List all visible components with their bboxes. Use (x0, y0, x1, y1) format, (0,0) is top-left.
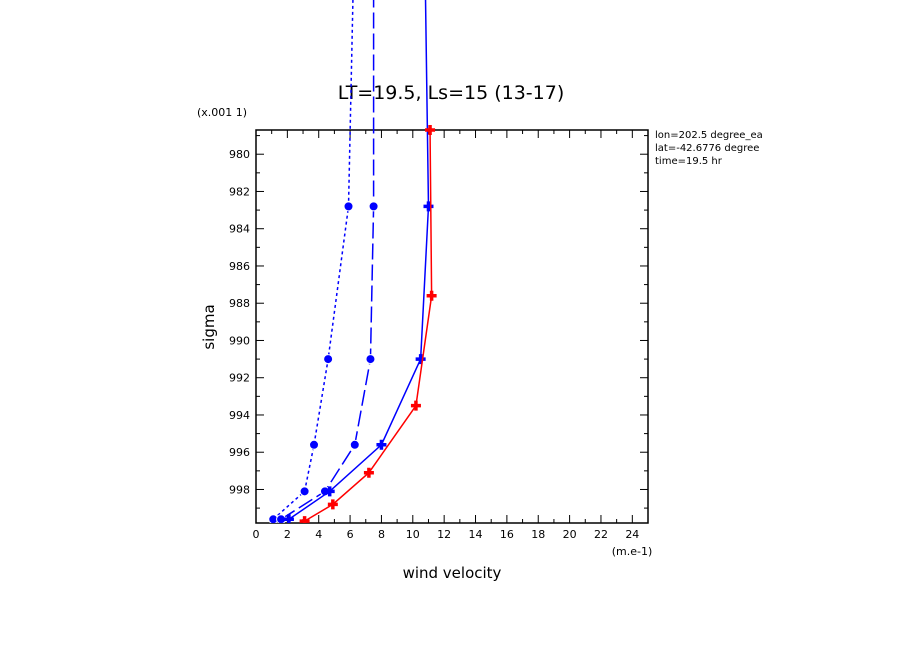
y-tick-label: 998 (229, 483, 250, 496)
x-tick-label: 20 (563, 528, 577, 541)
series-1-point (343, 201, 354, 212)
y-tick-label: 980 (229, 148, 250, 161)
info-box: lon=202.5 degree_ea lat=-42.6776 degree … (655, 130, 763, 167)
x-axis-label: wind velocity (403, 564, 502, 582)
x-tick-label: 4 (315, 528, 322, 541)
x-tick-label: 18 (531, 528, 545, 541)
info-line-time: time=19.5 hr (655, 156, 723, 167)
series-3-point (283, 514, 294, 523)
info-line-lon: lon=202.5 degree_ea (655, 130, 763, 141)
x-tick-label: 2 (284, 528, 291, 541)
x-tick-label: 10 (406, 528, 420, 541)
x-tick-label: 12 (437, 528, 451, 541)
y-axis-label: sigma (200, 304, 218, 349)
x-tick-label: 16 (500, 528, 514, 541)
series-3-point (415, 354, 426, 365)
info-mask (780, 125, 904, 175)
y-tick-label: 982 (229, 185, 250, 198)
series-2-point (368, 201, 379, 212)
y-tick-label: 988 (229, 297, 250, 310)
series-1-point (323, 354, 334, 365)
series-4-point (363, 467, 374, 478)
series-4-point (425, 125, 436, 135)
x-unit-label: (m.e-1) (612, 545, 653, 558)
series-line-2 (280, 0, 375, 520)
y-tick-label: 992 (229, 372, 250, 385)
series-2-point (349, 439, 360, 450)
y-tick-label: 990 (229, 334, 250, 347)
y-axis: 980 982 984 986 988 990 992 994 996 998 (229, 135, 648, 509)
x-tick-label: 0 (253, 528, 260, 541)
x-tick-label: 14 (469, 528, 483, 541)
x-tick-label: 24 (625, 528, 639, 541)
y-tick-label: 986 (229, 260, 250, 273)
y-tick-label: 984 (229, 223, 250, 236)
x-tick-label: 6 (347, 528, 354, 541)
series-line-3 (288, 0, 430, 520)
info-line-lat: lat=-42.6776 degree (655, 143, 759, 154)
series-3-point (376, 439, 387, 450)
series-layer (268, 0, 437, 523)
series-1-point (299, 486, 310, 497)
series-3-point (423, 201, 434, 212)
series-1-point (309, 439, 320, 450)
y-unit-label: (x.001 1) (197, 106, 247, 119)
y-tick-label: 994 (229, 409, 250, 422)
plot-frame (255, 129, 649, 524)
x-axis: 0 2 4 6 8 10 12 14 16 18 20 22 24 (253, 130, 649, 541)
series-4-point (410, 400, 421, 411)
series-2-point (365, 354, 376, 365)
x-tick-label: 8 (378, 528, 385, 541)
series-line-4 (304, 129, 433, 522)
x-tick-label: 22 (594, 528, 608, 541)
y-tick-label: 996 (229, 446, 250, 459)
series-4-point (327, 499, 338, 510)
series-3-point (324, 486, 335, 497)
series-line-1 (272, 0, 354, 520)
chart-title: LT=19.5, Ls=15 (13-17) (338, 82, 565, 104)
series-4-point (299, 516, 310, 523)
series-4-point (426, 290, 437, 301)
